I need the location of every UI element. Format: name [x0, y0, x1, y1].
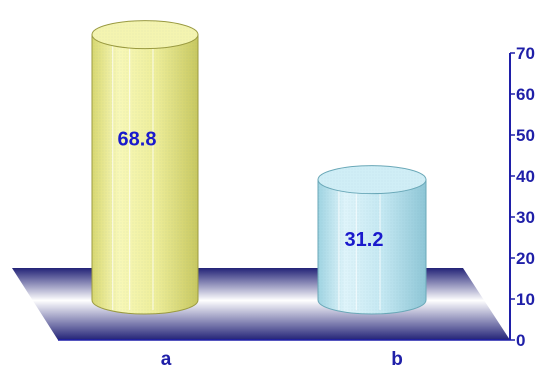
y-tick-label: 40	[516, 167, 535, 186]
y-tick-label: 20	[516, 249, 535, 268]
y-tick-label: 70	[516, 44, 535, 63]
x-category-label: b	[391, 349, 403, 370]
x-category-label: a	[161, 349, 172, 370]
chart-floor	[12, 268, 510, 340]
y-tick-label: 50	[516, 126, 535, 145]
bar-texture	[318, 179, 426, 314]
bar-top-texture	[92, 20, 198, 49]
y-tick-label: 30	[516, 208, 535, 227]
data-label-a: 68.8	[118, 128, 157, 150]
bar-texture	[92, 34, 198, 314]
y-tick-label: 0	[516, 331, 525, 350]
y-axis-ticks: 0 10 20 30 40 50 60 70	[510, 44, 535, 350]
data-label-b: 31.2	[345, 229, 384, 251]
bar-series: 68.8 31.2	[91, 20, 427, 315]
bar-top-texture	[318, 165, 426, 194]
y-tick-label: 10	[516, 290, 535, 309]
bar-a: 68.8	[91, 20, 199, 315]
bar-b: 31.2	[317, 165, 427, 315]
y-tick-label: 60	[516, 85, 535, 104]
